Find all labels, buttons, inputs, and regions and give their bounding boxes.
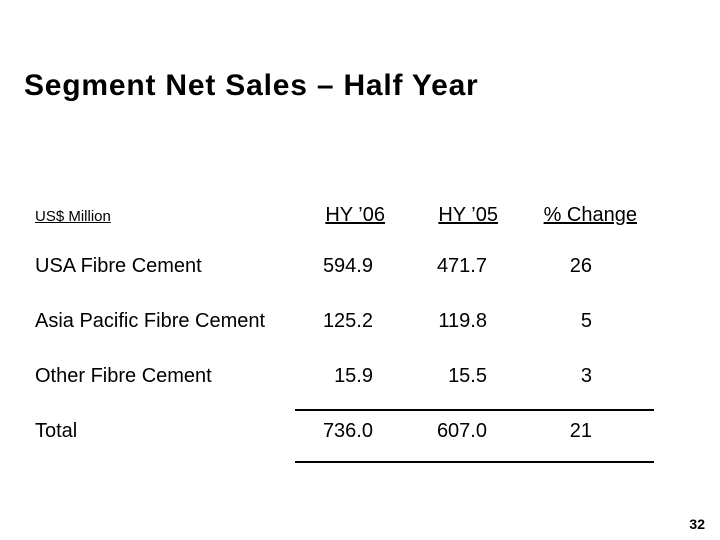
hy06-value: 736.0 xyxy=(322,420,373,442)
hy05-value: 471.7 xyxy=(436,255,487,277)
table-row: USA Fibre Cement 594.9 471.7 26 xyxy=(0,254,720,278)
hy05-value: 119.8 xyxy=(438,310,487,332)
column-header-hy05: HY ’05 xyxy=(438,204,498,226)
row-label: Asia Pacific Fibre Cement xyxy=(35,310,266,332)
total-separator-line-top xyxy=(295,409,654,411)
table-total-row: Total 736.0 607.0 21 xyxy=(0,419,720,443)
table-row: Other Fibre Cement 15.9 15.5 3 xyxy=(0,364,720,388)
table-row: Asia Pacific Fibre Cement 125.2 119.8 5 xyxy=(0,309,720,333)
row-label: Other Fibre Cement xyxy=(35,365,212,387)
column-header-hy06: HY ’06 xyxy=(325,204,385,226)
page-number: 32 xyxy=(689,516,705,532)
column-header-pct-change: % Change xyxy=(543,204,637,226)
pct-change-value: 26 xyxy=(569,255,592,277)
hy05-value: 15.5 xyxy=(448,365,487,387)
hy06-value: 15.9 xyxy=(334,365,373,387)
pct-change-value: 5 xyxy=(580,310,592,332)
pct-change-value: 3 xyxy=(580,365,592,387)
pct-change-value: 21 xyxy=(569,420,592,442)
unit-label: US$ Million xyxy=(35,208,111,225)
slide-title: Segment Net Sales – Half Year xyxy=(24,69,479,102)
row-label: Total xyxy=(35,420,78,442)
row-label: USA Fibre Cement xyxy=(35,255,202,277)
hy05-value: 607.0 xyxy=(436,420,487,442)
hy06-value: 594.9 xyxy=(322,255,373,277)
hy06-value: 125.2 xyxy=(322,310,373,332)
table-header-row: US$ Million HY ’06 HY ’05 % Change xyxy=(0,203,720,227)
total-separator-line-bottom xyxy=(295,461,654,463)
